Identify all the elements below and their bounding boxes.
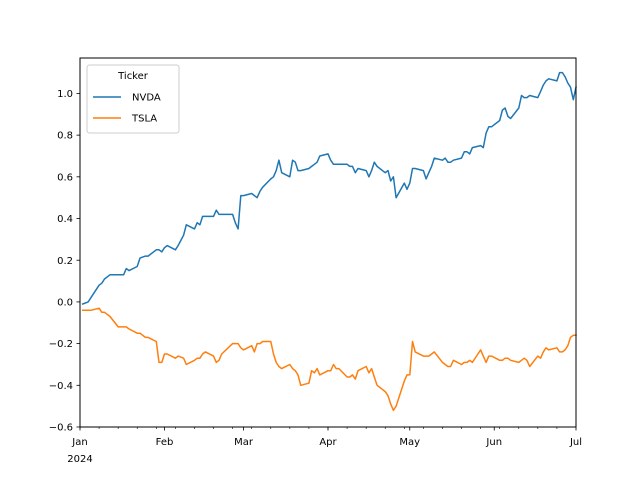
y-tick-label: 0.8 bbox=[57, 131, 73, 142]
x-tick-label: Feb bbox=[156, 437, 174, 448]
x-tick-label: Mar bbox=[234, 437, 254, 448]
x-tick-label: Apr bbox=[319, 437, 337, 448]
y-tick-label: 0.0 bbox=[57, 298, 73, 309]
x-tick-label: Jun bbox=[485, 437, 502, 448]
legend-title: Ticker bbox=[117, 71, 149, 82]
series-layer bbox=[81, 71, 577, 412]
y-tick-label: −0.4 bbox=[49, 381, 73, 392]
legend-label-tsla: TSLA bbox=[131, 114, 157, 125]
legend-frame bbox=[86, 64, 180, 134]
y-tick-label: −0.2 bbox=[49, 339, 73, 350]
y-axis: −0.6 −0.4 −0.2 0.0 0.2 0.4 0.6 0.8 1.0 bbox=[49, 89, 80, 434]
x-tick-sublabel: 2024 bbox=[67, 454, 92, 465]
y-tick-label: −0.6 bbox=[49, 423, 73, 434]
series-line-tsla bbox=[81, 307, 577, 412]
legend-label-nvda: NVDA bbox=[132, 93, 161, 104]
y-tick-label: 1.0 bbox=[57, 89, 73, 100]
legend: Ticker NVDA TSLA bbox=[86, 64, 180, 134]
x-tick-label: Jan bbox=[71, 437, 87, 448]
y-tick-label: 0.6 bbox=[57, 172, 73, 183]
y-tick-label: 0.2 bbox=[57, 256, 73, 267]
x-tick-label: Jul bbox=[569, 437, 582, 448]
x-tick-label: May bbox=[399, 437, 420, 448]
y-tick-label: 0.4 bbox=[57, 214, 73, 225]
x-axis: Jan 2024 Feb Mar Apr May Jun Jul bbox=[67, 427, 582, 465]
series-line-nvda bbox=[81, 71, 577, 305]
